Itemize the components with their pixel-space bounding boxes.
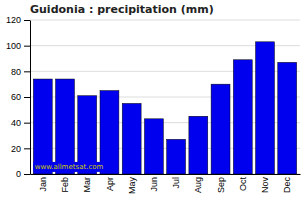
tick-label: Nov — [260, 177, 270, 194]
bar — [122, 103, 141, 174]
tick: Jan — [38, 174, 48, 192]
tick-label: May — [127, 177, 137, 195]
tick-label: 40 — [11, 118, 21, 128]
bar — [278, 62, 297, 174]
tick-label: 100 — [6, 41, 21, 51]
x-axis: Jan Feb Mar Apr May Jun Jul Aug Sep Oct Nov Dec — [31, 174, 301, 194]
title: Guidonia : precipitation (mm) — [30, 3, 214, 16]
grid — [30, 20, 300, 174]
plot: 0 20 40 60 80 100 120 Jan Feb Mar Apr May Jun Jul Aug S… — [6, 15, 301, 194]
tick-label: Aug — [193, 177, 203, 193]
tick-mark — [24, 123, 30, 124]
tick-label: Oct — [238, 177, 248, 192]
bar — [33, 79, 52, 174]
tick-mark — [24, 148, 30, 149]
bar — [167, 139, 186, 174]
watermark-text: www.allmetsat.com — [35, 163, 104, 171]
bar — [256, 42, 275, 174]
tick: Feb — [60, 174, 70, 193]
watermark-bg — [33, 162, 105, 172]
tick: 120 — [6, 15, 30, 25]
tick: Aug — [193, 174, 203, 193]
tick: 0 — [16, 169, 30, 179]
bar — [56, 79, 75, 174]
tick-mark — [24, 46, 30, 47]
tick-label: Jul — [171, 177, 181, 189]
bar — [189, 116, 208, 174]
tick-label: 20 — [11, 144, 21, 154]
tick-mark — [24, 97, 30, 98]
grid-line — [30, 20, 300, 21]
tick-label: Mar — [82, 177, 92, 193]
tick: May — [127, 174, 137, 194]
tick: Mar — [82, 174, 92, 193]
tick-label: Apr — [105, 177, 115, 191]
tick: 20 — [11, 144, 30, 154]
tick-label: 0 — [16, 169, 21, 179]
watermark: www.allmetsat.com — [33, 162, 105, 172]
tick-label: Sep — [216, 177, 226, 193]
axis-line — [30, 21, 31, 175]
tick: Dec — [282, 174, 292, 193]
tick: 60 — [11, 92, 30, 102]
tick-label: Jun — [149, 177, 159, 192]
axis-line — [31, 174, 301, 175]
tick-label: 60 — [11, 92, 21, 102]
tick: Apr — [105, 174, 115, 191]
tick-label: 120 — [6, 15, 21, 25]
bar — [100, 91, 119, 174]
tick: Nov — [260, 174, 270, 193]
bar — [211, 84, 230, 174]
tick: 40 — [11, 118, 30, 128]
bars — [33, 42, 296, 174]
tick-mark — [24, 174, 30, 175]
tick: Jul — [171, 174, 181, 189]
bar — [233, 60, 252, 174]
tick: 80 — [11, 67, 30, 77]
tick-label: Jan — [38, 177, 48, 192]
tick: Jun — [149, 174, 159, 192]
tick-label: Dec — [282, 177, 292, 194]
tick: 100 — [6, 41, 30, 51]
bar — [144, 119, 163, 174]
tick: Sep — [216, 174, 226, 193]
y-axis: 0 20 40 60 80 100 120 — [6, 15, 31, 179]
tick-label: Feb — [60, 177, 70, 193]
tick: Oct — [238, 174, 248, 191]
tick-label: 80 — [11, 67, 21, 77]
tick-mark — [24, 20, 30, 21]
chart: Guidonia : precipitation (mm) 0 20 40 60 80 10… — [0, 0, 306, 200]
tick-mark — [24, 71, 30, 72]
